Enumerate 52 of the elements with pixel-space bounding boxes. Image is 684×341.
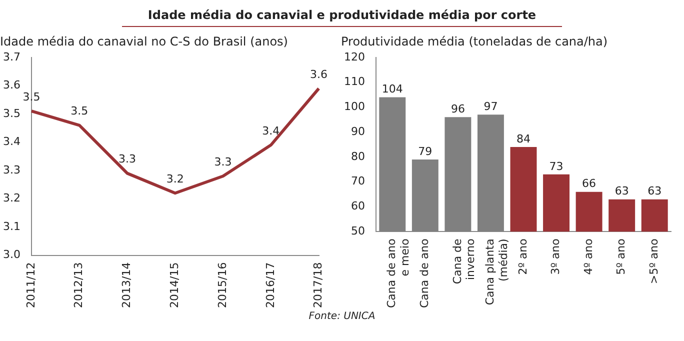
y-tick-label: 3.0: [2, 248, 20, 262]
x-tick-label: Cana de inverno: [450, 238, 477, 284]
y-tick-label: 70: [350, 174, 365, 188]
y-tick-label: 60: [350, 200, 365, 213]
data-label: 63: [614, 184, 629, 198]
data-label: 97: [484, 100, 498, 114]
y-axis-title: Produtividade média (toneladas de cana/ha): [341, 34, 608, 48]
data-label: 3.6: [310, 68, 328, 81]
data-label: 73: [549, 160, 564, 173]
y-tick-label: 80: [350, 150, 365, 163]
x-tick-label: 2012/13: [72, 262, 86, 308]
data-label: 3.2: [166, 172, 184, 186]
y-axis-title: Idade média do canavial no C-S do Brasil (anos): [0, 34, 288, 48]
y-tick-label: 3.3: [2, 163, 20, 176]
x-tick-label: Cana planta (média): [484, 238, 510, 306]
data-label: 3.4: [262, 124, 280, 138]
y-tick-label: 120: [344, 50, 365, 64]
y-tick-label: 50: [350, 224, 365, 238]
x-tick-label: 2º ano: [516, 238, 530, 275]
x-tick-label: 2016/17: [264, 262, 277, 308]
x-tick-label: 3º ano: [549, 238, 562, 275]
data-label: 3.3: [214, 156, 232, 168]
y-tick-label: 3.4: [2, 135, 20, 148]
y-tick-label: 110: [344, 75, 365, 88]
x-tick-label: Cana de ano: [418, 238, 432, 308]
x-tick-label: 2017/18: [312, 262, 325, 308]
data-label: 84: [516, 132, 530, 146]
y-tick-label: 90: [350, 124, 365, 138]
data-label: 3.5: [70, 104, 88, 118]
y-tick-label: 3.5: [2, 106, 20, 120]
chart-title: Idade média do canavial e produtividade média por corte: [146, 7, 538, 22]
x-tick-label: 4º ano: [582, 238, 595, 275]
x-tick-label: 5º ano: [614, 238, 628, 275]
x-tick-label: 2015/16: [216, 262, 229, 308]
y-tick-label: 3.6: [2, 78, 20, 92]
data-label: 96: [450, 102, 465, 116]
data-label: 104: [382, 82, 403, 96]
data-label: 66: [582, 177, 596, 190]
x-tick-label: 2011/12: [24, 262, 38, 308]
x-tick-label: Cana de ano e meio: [385, 238, 412, 308]
x-tick-label: 2013/14: [120, 262, 134, 308]
x-tick-label: 2014/15: [168, 262, 182, 308]
y-tick-label: 100: [344, 100, 365, 114]
data-label: 3.3: [118, 152, 136, 166]
data-label: 3.5: [22, 90, 40, 104]
data-label: 79: [418, 144, 432, 158]
y-tick-label: 3.2: [2, 192, 20, 205]
data-label: 63: [648, 184, 662, 198]
y-tick-label: 3.1: [2, 220, 20, 233]
x-tick-label: >5º ano: [647, 238, 660, 284]
y-tick-label: 3.7: [2, 50, 20, 64]
source-note: Fonte: UNICA: [308, 311, 376, 322]
